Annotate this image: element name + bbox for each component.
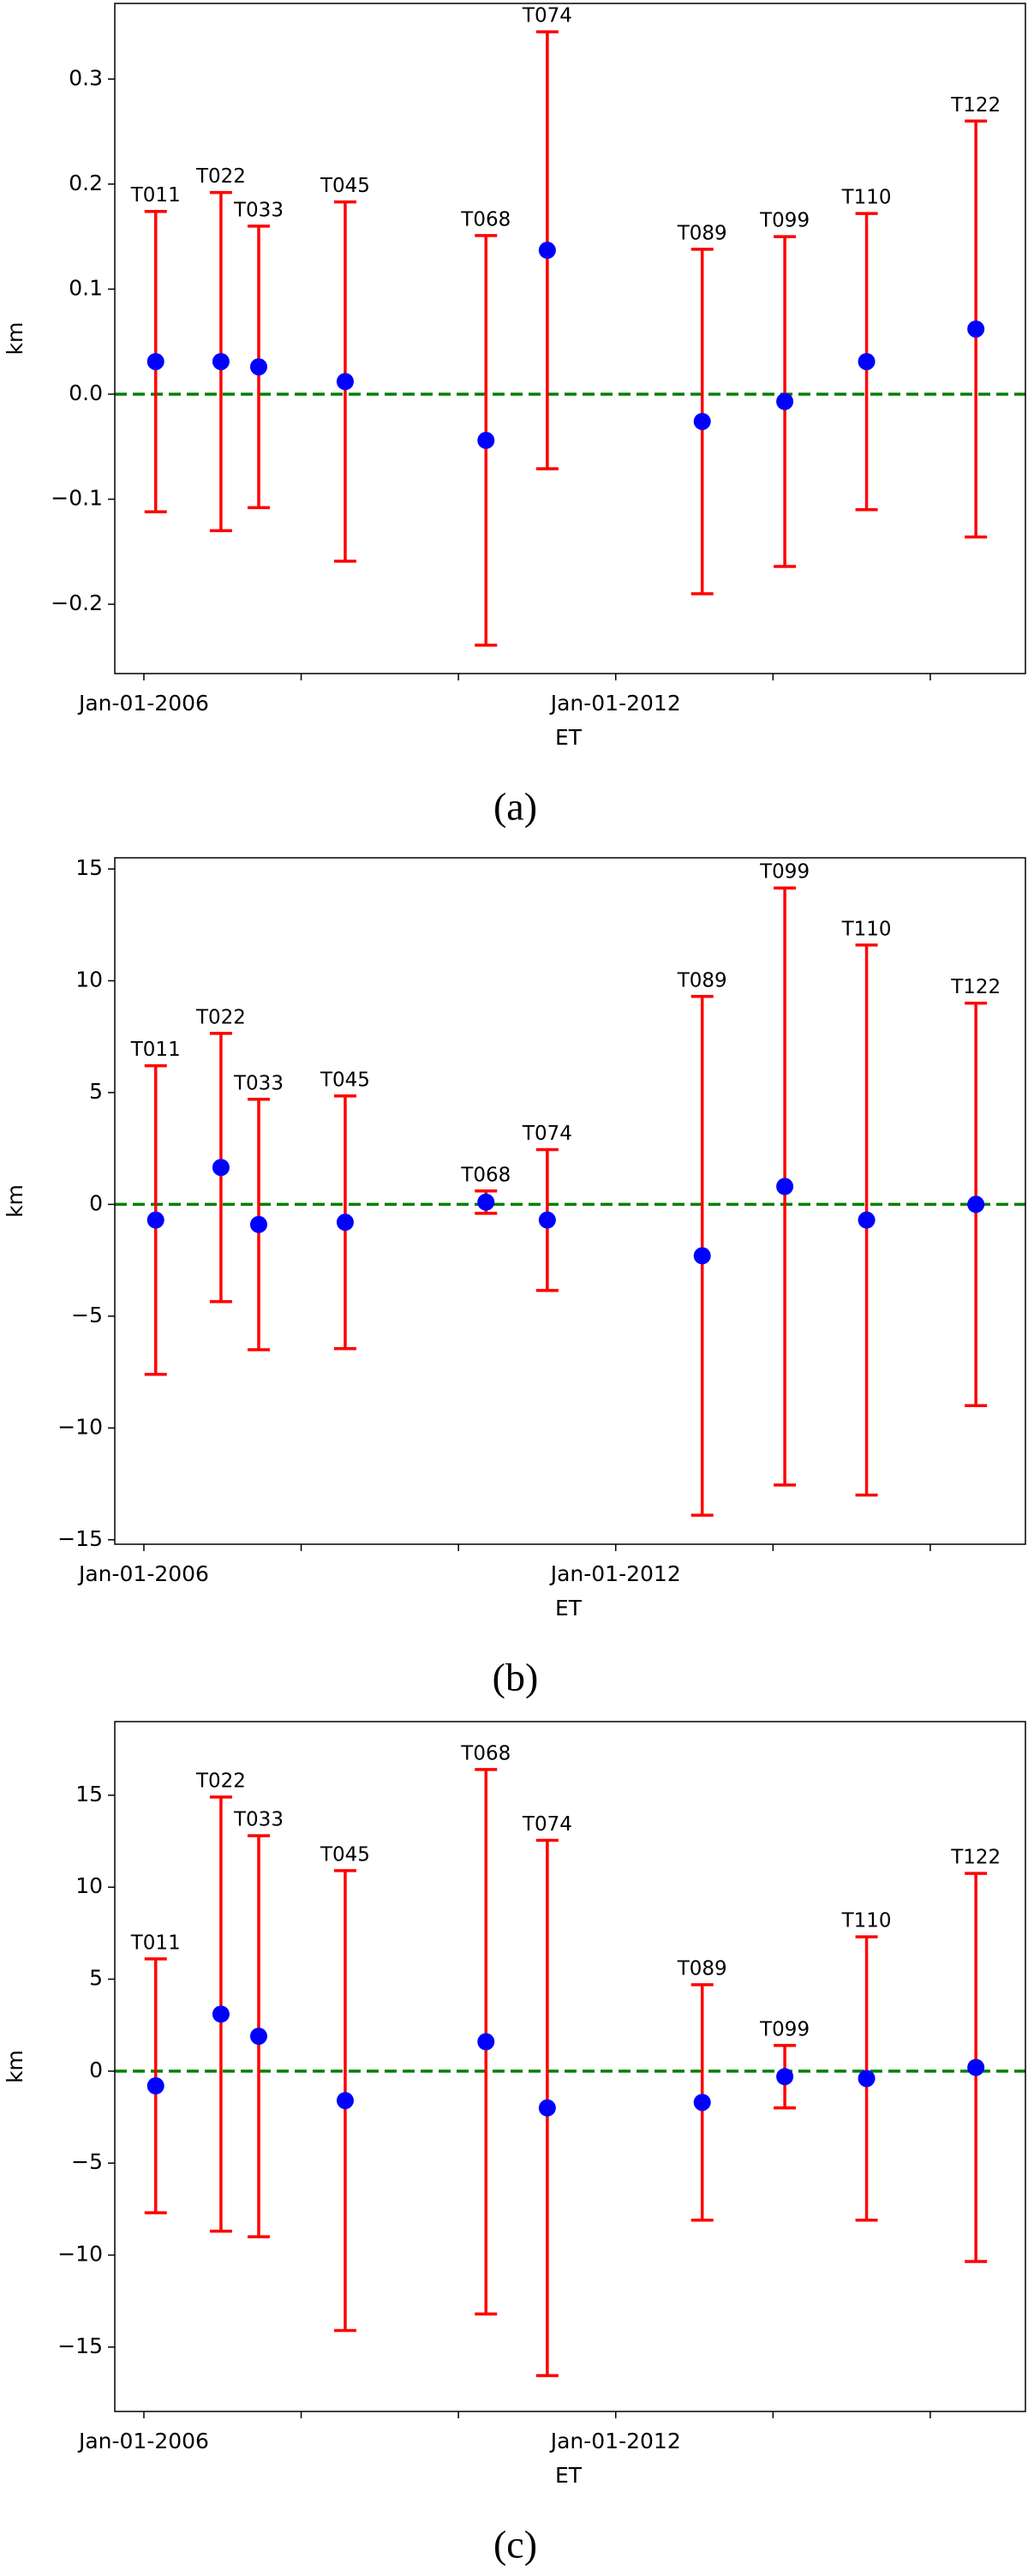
- caption: (b): [493, 1656, 539, 1699]
- point-label: T110: [841, 1910, 892, 1932]
- y-tick-label: 10: [75, 1873, 103, 1898]
- y-tick-label: −5: [71, 2149, 103, 2174]
- point: [858, 352, 876, 370]
- point-label: T099: [759, 210, 810, 232]
- point: [249, 1215, 267, 1233]
- point: [858, 1211, 876, 1229]
- point-label: T045: [320, 1843, 370, 1866]
- point-label: T074: [522, 1813, 572, 1836]
- x-tick-label: Jan-01-2012: [549, 691, 681, 716]
- point: [693, 412, 711, 430]
- x-axis-label: ET: [555, 725, 583, 750]
- point-label: T099: [759, 2018, 810, 2040]
- point-label: T033: [233, 199, 284, 221]
- x-tick-label: Jan-01-2006: [77, 2429, 209, 2453]
- point-label: T110: [841, 187, 892, 209]
- y-tick-label: −5: [71, 1303, 103, 1327]
- point-label: T089: [677, 969, 727, 991]
- point: [858, 2070, 876, 2088]
- point-label: T011: [130, 1039, 181, 1061]
- point: [212, 1159, 230, 1177]
- point: [967, 320, 985, 338]
- point: [538, 2099, 556, 2117]
- plot-frame: [114, 857, 1026, 1545]
- point: [212, 352, 230, 370]
- point-label: T022: [195, 1770, 246, 1793]
- point-label: T074: [522, 1123, 572, 1145]
- x-tick-label: Jan-01-2006: [77, 1561, 209, 1586]
- x-tick-label: Jan-01-2012: [549, 1561, 681, 1586]
- y-tick-label: −10: [57, 2242, 103, 2267]
- point-label: T068: [460, 208, 511, 231]
- point: [538, 1211, 556, 1229]
- point-label: T033: [233, 1809, 284, 1831]
- y-tick-label: 0.0: [69, 380, 103, 405]
- point: [336, 373, 354, 391]
- point-label: T045: [320, 1069, 370, 1091]
- point: [967, 2058, 985, 2076]
- plot-frame: [114, 3, 1026, 674]
- point: [146, 1211, 164, 1229]
- point: [477, 431, 495, 449]
- y-tick-label: 0: [89, 1190, 103, 1215]
- point-label: T099: [759, 861, 810, 884]
- point-label: T033: [233, 1072, 284, 1094]
- y-tick-label: 0: [89, 2058, 103, 2082]
- point-label: T011: [130, 184, 181, 207]
- point-label: T122: [950, 976, 1001, 998]
- point: [776, 1177, 794, 1195]
- point-label: T089: [677, 222, 727, 244]
- point: [693, 1247, 711, 1265]
- point: [336, 2092, 354, 2110]
- point-label: T045: [320, 175, 370, 197]
- y-tick-label: 15: [75, 855, 103, 880]
- y-tick-label: 10: [75, 967, 103, 992]
- y-tick-label: 0.2: [69, 171, 103, 195]
- point: [477, 1193, 495, 1211]
- point-label: T068: [460, 1164, 511, 1186]
- point-label: T122: [950, 94, 1001, 117]
- plot-frame: [114, 1721, 1026, 2412]
- point-label: T074: [522, 5, 572, 27]
- point: [146, 2077, 164, 2095]
- y-tick-label: −0.2: [51, 590, 103, 615]
- y-axis-label: km: [3, 322, 27, 356]
- y-tick-label: 0.3: [69, 65, 103, 90]
- caption: (a): [493, 785, 537, 829]
- point-label: T089: [677, 1957, 727, 1980]
- point: [776, 2068, 794, 2086]
- y-tick-label: −10: [57, 1414, 103, 1439]
- point: [146, 352, 164, 370]
- point: [776, 392, 794, 410]
- y-tick-label: 0.1: [69, 275, 103, 300]
- y-tick-label: −15: [57, 1526, 103, 1551]
- point: [538, 242, 556, 260]
- x-axis-label: ET: [555, 1596, 583, 1620]
- x-axis-label: ET: [555, 2463, 583, 2488]
- y-axis-label: km: [3, 1184, 27, 1218]
- point: [336, 1213, 354, 1231]
- point-label: T022: [195, 165, 246, 188]
- point-label: T110: [841, 918, 892, 940]
- point-label: T122: [950, 1847, 1001, 1869]
- x-tick-label: Jan-01-2006: [77, 691, 209, 716]
- y-tick-label: −15: [57, 2333, 103, 2358]
- point: [693, 2094, 711, 2112]
- point: [967, 1195, 985, 1213]
- point-label: T011: [130, 1932, 181, 1954]
- y-tick-label: −0.1: [51, 486, 103, 511]
- point-label: T022: [195, 1006, 246, 1028]
- point: [249, 358, 267, 376]
- y-tick-label: 5: [89, 1966, 103, 1991]
- point-label: T068: [460, 1742, 511, 1764]
- caption: (c): [493, 2523, 537, 2567]
- point: [212, 2005, 230, 2023]
- y-tick-label: 5: [89, 1079, 103, 1104]
- x-tick-label: Jan-01-2012: [549, 2429, 681, 2453]
- y-tick-label: 15: [75, 1782, 103, 1806]
- y-axis-label: km: [3, 2050, 27, 2083]
- point: [249, 2028, 267, 2046]
- point: [477, 2033, 495, 2051]
